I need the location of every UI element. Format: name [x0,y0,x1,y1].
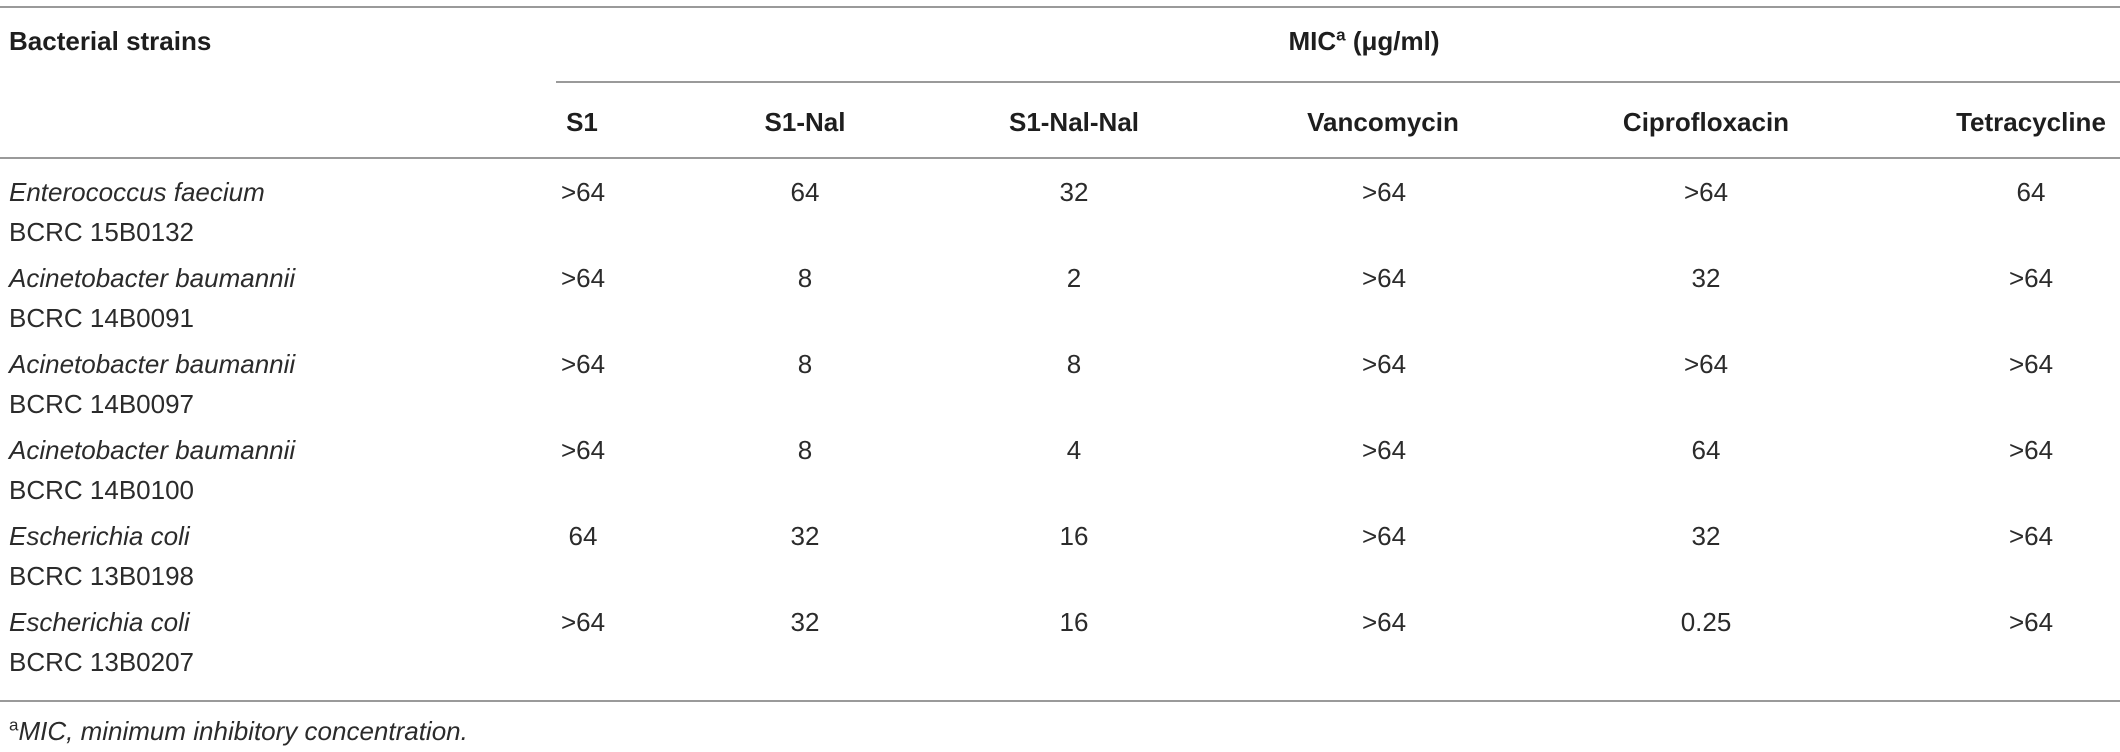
table-cell: >64 [1361,521,1407,551]
table-cell: >64 [1683,349,1729,379]
table-footnote: aMIC, minimum inhibitory concentration. [9,712,468,750]
strain-species: Acinetobacter baumannii [9,263,296,293]
header-bacterial-strains: Bacterial strains [9,26,212,56]
footnote-text: MIC, minimum inhibitory concentration. [18,716,468,746]
strain-species: Escherichia coli [9,607,190,637]
table-cell: >64 [1683,177,1729,207]
table-cell: 8 [1066,349,1082,379]
table-cell: >64 [2008,435,2054,465]
strain-species: Acinetobacter baumannii [9,349,296,379]
table-cell: 16 [1059,607,1089,637]
footnote-marker: a [9,715,19,735]
table-cell: 32 [790,607,820,637]
table-cell: 32 [1691,521,1721,551]
table-cell: 64 [1691,435,1721,465]
table-cell: >64 [1361,263,1407,293]
header-group-rule [556,81,2120,83]
table-row-strain: Acinetobacter baumannii BCRC 14B0097 [9,344,295,424]
table-cell: >64 [1361,349,1407,379]
strain-id: BCRC 13B0207 [9,647,194,677]
strain-id: BCRC 14B0100 [9,475,194,505]
header-mic-unit: (μg/ml) [1352,26,1440,56]
header-mic-group: MICa (μg/ml) [1288,22,1439,60]
table-cell: >64 [2008,349,2054,379]
strain-id: BCRC 15B0132 [9,217,194,247]
table-cell: >64 [1361,435,1407,465]
table-cell: 32 [790,521,820,551]
table-cell: 8 [797,349,813,379]
strain-species: Acinetobacter baumannii [9,435,296,465]
table-cell: 64 [2016,177,2046,207]
table-cell: 32 [1691,263,1721,293]
table-cell: 0.25 [1680,607,1732,637]
header-col-s1-nal: S1-Nal [764,107,846,137]
table-row-strain: Acinetobacter baumannii BCRC 14B0091 [9,258,295,338]
header-col-s1-nal-nal: S1-Nal-Nal [1008,107,1140,137]
strain-id: BCRC 14B0097 [9,389,194,419]
table-row-strain: Escherichia coli BCRC 13B0207 [9,602,194,682]
table-cell: >64 [560,349,606,379]
strain-id: BCRC 13B0198 [9,561,194,591]
table-bottom-rule [0,700,2120,702]
header-mic-label: MIC [1288,26,1337,56]
table-cell: >64 [560,263,606,293]
table-row-strain: Escherichia coli BCRC 13B0198 [9,516,194,596]
header-col-s1: S1 [566,107,598,137]
table-cell: 32 [1059,177,1089,207]
strain-id: BCRC 14B0091 [9,303,194,333]
table-row-strain: Enterococcus faecium BCRC 15B0132 [9,172,265,252]
strain-species: Enterococcus faecium [9,177,265,207]
table-cell: 2 [1066,263,1082,293]
table-cell: >64 [1361,177,1407,207]
table-top-rule [0,6,2120,8]
strain-species: Escherichia coli [9,521,190,551]
header-mic-footnote-marker: a [1336,25,1346,45]
table-cell: 4 [1066,435,1082,465]
table-cell: 16 [1059,521,1089,551]
table-cell: >64 [560,435,606,465]
header-col-vancomycin: Vancomycin [1307,107,1459,137]
table-cell: >64 [1361,607,1407,637]
table-cell: >64 [2008,607,2054,637]
table-cell: >64 [560,177,606,207]
table-cell: 64 [568,521,598,551]
table-cell: 8 [797,435,813,465]
table-row-strain: Acinetobacter baumannii BCRC 14B0100 [9,430,295,510]
header-col-tetracycline: Tetracycline [1956,107,2106,137]
header-bottom-rule [0,157,2120,159]
table-cell: >64 [2008,521,2054,551]
table-cell: >64 [560,607,606,637]
header-col-ciprofloxacin: Ciprofloxacin [1622,107,1790,137]
table-cell: >64 [2008,263,2054,293]
table-cell: 64 [790,177,820,207]
table-cell: 8 [797,263,813,293]
